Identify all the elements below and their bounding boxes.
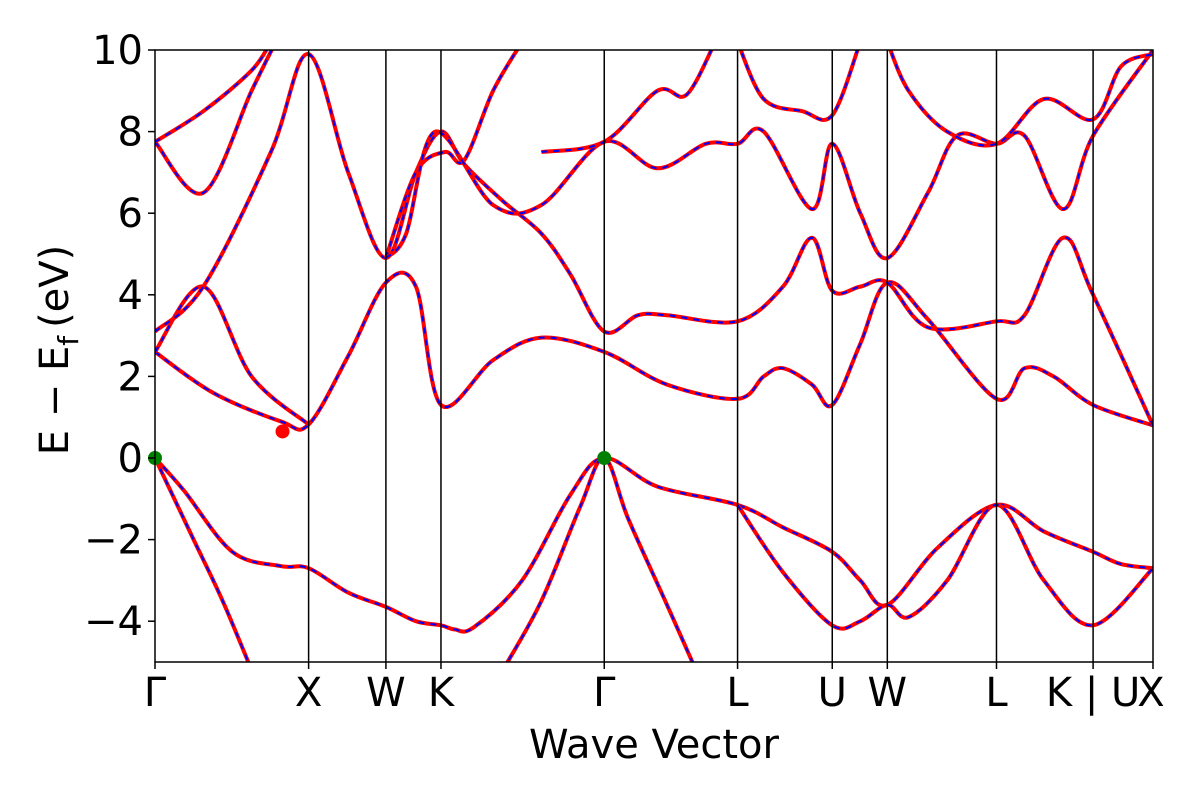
band-line-4 [155, 270, 1153, 432]
x-tick-label: X [1137, 670, 1164, 716]
band-line-dashed-8 [155, 50, 268, 143]
band-line-8 [155, 50, 269, 144]
plot-frame [154, 49, 1154, 663]
band-line-dashed-4 [155, 271, 1153, 431]
x-axis-label: Wave Vector [529, 722, 780, 768]
band-line-6 [155, 52, 1153, 427]
x-tick-label: U [818, 670, 847, 716]
x-tick-label: X [295, 670, 322, 716]
band-line-3 [735, 502, 1153, 631]
y-tick-label: 6 [118, 191, 143, 237]
band-line-1 [155, 457, 251, 662]
band-line-10 [384, 50, 1153, 261]
x-tick-label: W [868, 670, 908, 716]
y-axis-label-unit: (eV) [32, 245, 78, 328]
y-axis-label: E − Ef (eV) [32, 245, 85, 456]
band-line-dashed-11 [541, 50, 713, 153]
x-tick-label: L [985, 670, 1008, 716]
band-line-11 [541, 50, 714, 154]
band-line-dashed-2 [506, 457, 694, 662]
band-line-13 [888, 50, 1153, 148]
x-tick-label: K | U [1046, 670, 1140, 716]
y-tick-label: 0 [118, 436, 143, 482]
y-axis-label-main: E − E [32, 346, 78, 456]
x-tick-label: Γ [144, 670, 167, 716]
band-line-dashed-1 [155, 457, 250, 662]
band-line-dashed-13 [889, 50, 1153, 147]
vbm-marker [597, 451, 612, 465]
band-line-dashed-3 [736, 503, 1153, 630]
y-axis-label-sub: f [52, 335, 85, 346]
cbm-marker [275, 424, 290, 439]
y-tick-label: 10 [92, 28, 143, 74]
y-tick-label: −4 [84, 599, 143, 645]
band-line-12 [738, 50, 860, 122]
band-line-dashed-6 [155, 53, 1153, 426]
y-tick-label: 4 [118, 273, 143, 319]
x-tick-label: K [428, 670, 456, 716]
x-tick-label: Γ [593, 670, 616, 716]
band-line-dashed-12 [739, 50, 859, 121]
band-lines [155, 50, 1153, 662]
band-line-dashed-10 [385, 50, 1153, 260]
band-line-0 [155, 456, 1153, 634]
y-tick-label: 8 [118, 110, 143, 156]
x-tick-label: W [366, 670, 406, 716]
band-line-dashed-0 [155, 456, 1153, 633]
y-axis-ticks: −4 −2 0 2 4 6 8 10 [84, 28, 155, 645]
kpoint-lines [307, 50, 1094, 662]
extrema-markers [148, 424, 612, 465]
band-line-dashed-5 [155, 285, 310, 426]
y-tick-label: 2 [118, 354, 143, 400]
y-tick-label: −2 [84, 518, 143, 564]
band-line-dashed-9 [384, 50, 519, 259]
x-tick-label: L [726, 670, 749, 716]
band-line-dashed-7 [155, 50, 273, 195]
